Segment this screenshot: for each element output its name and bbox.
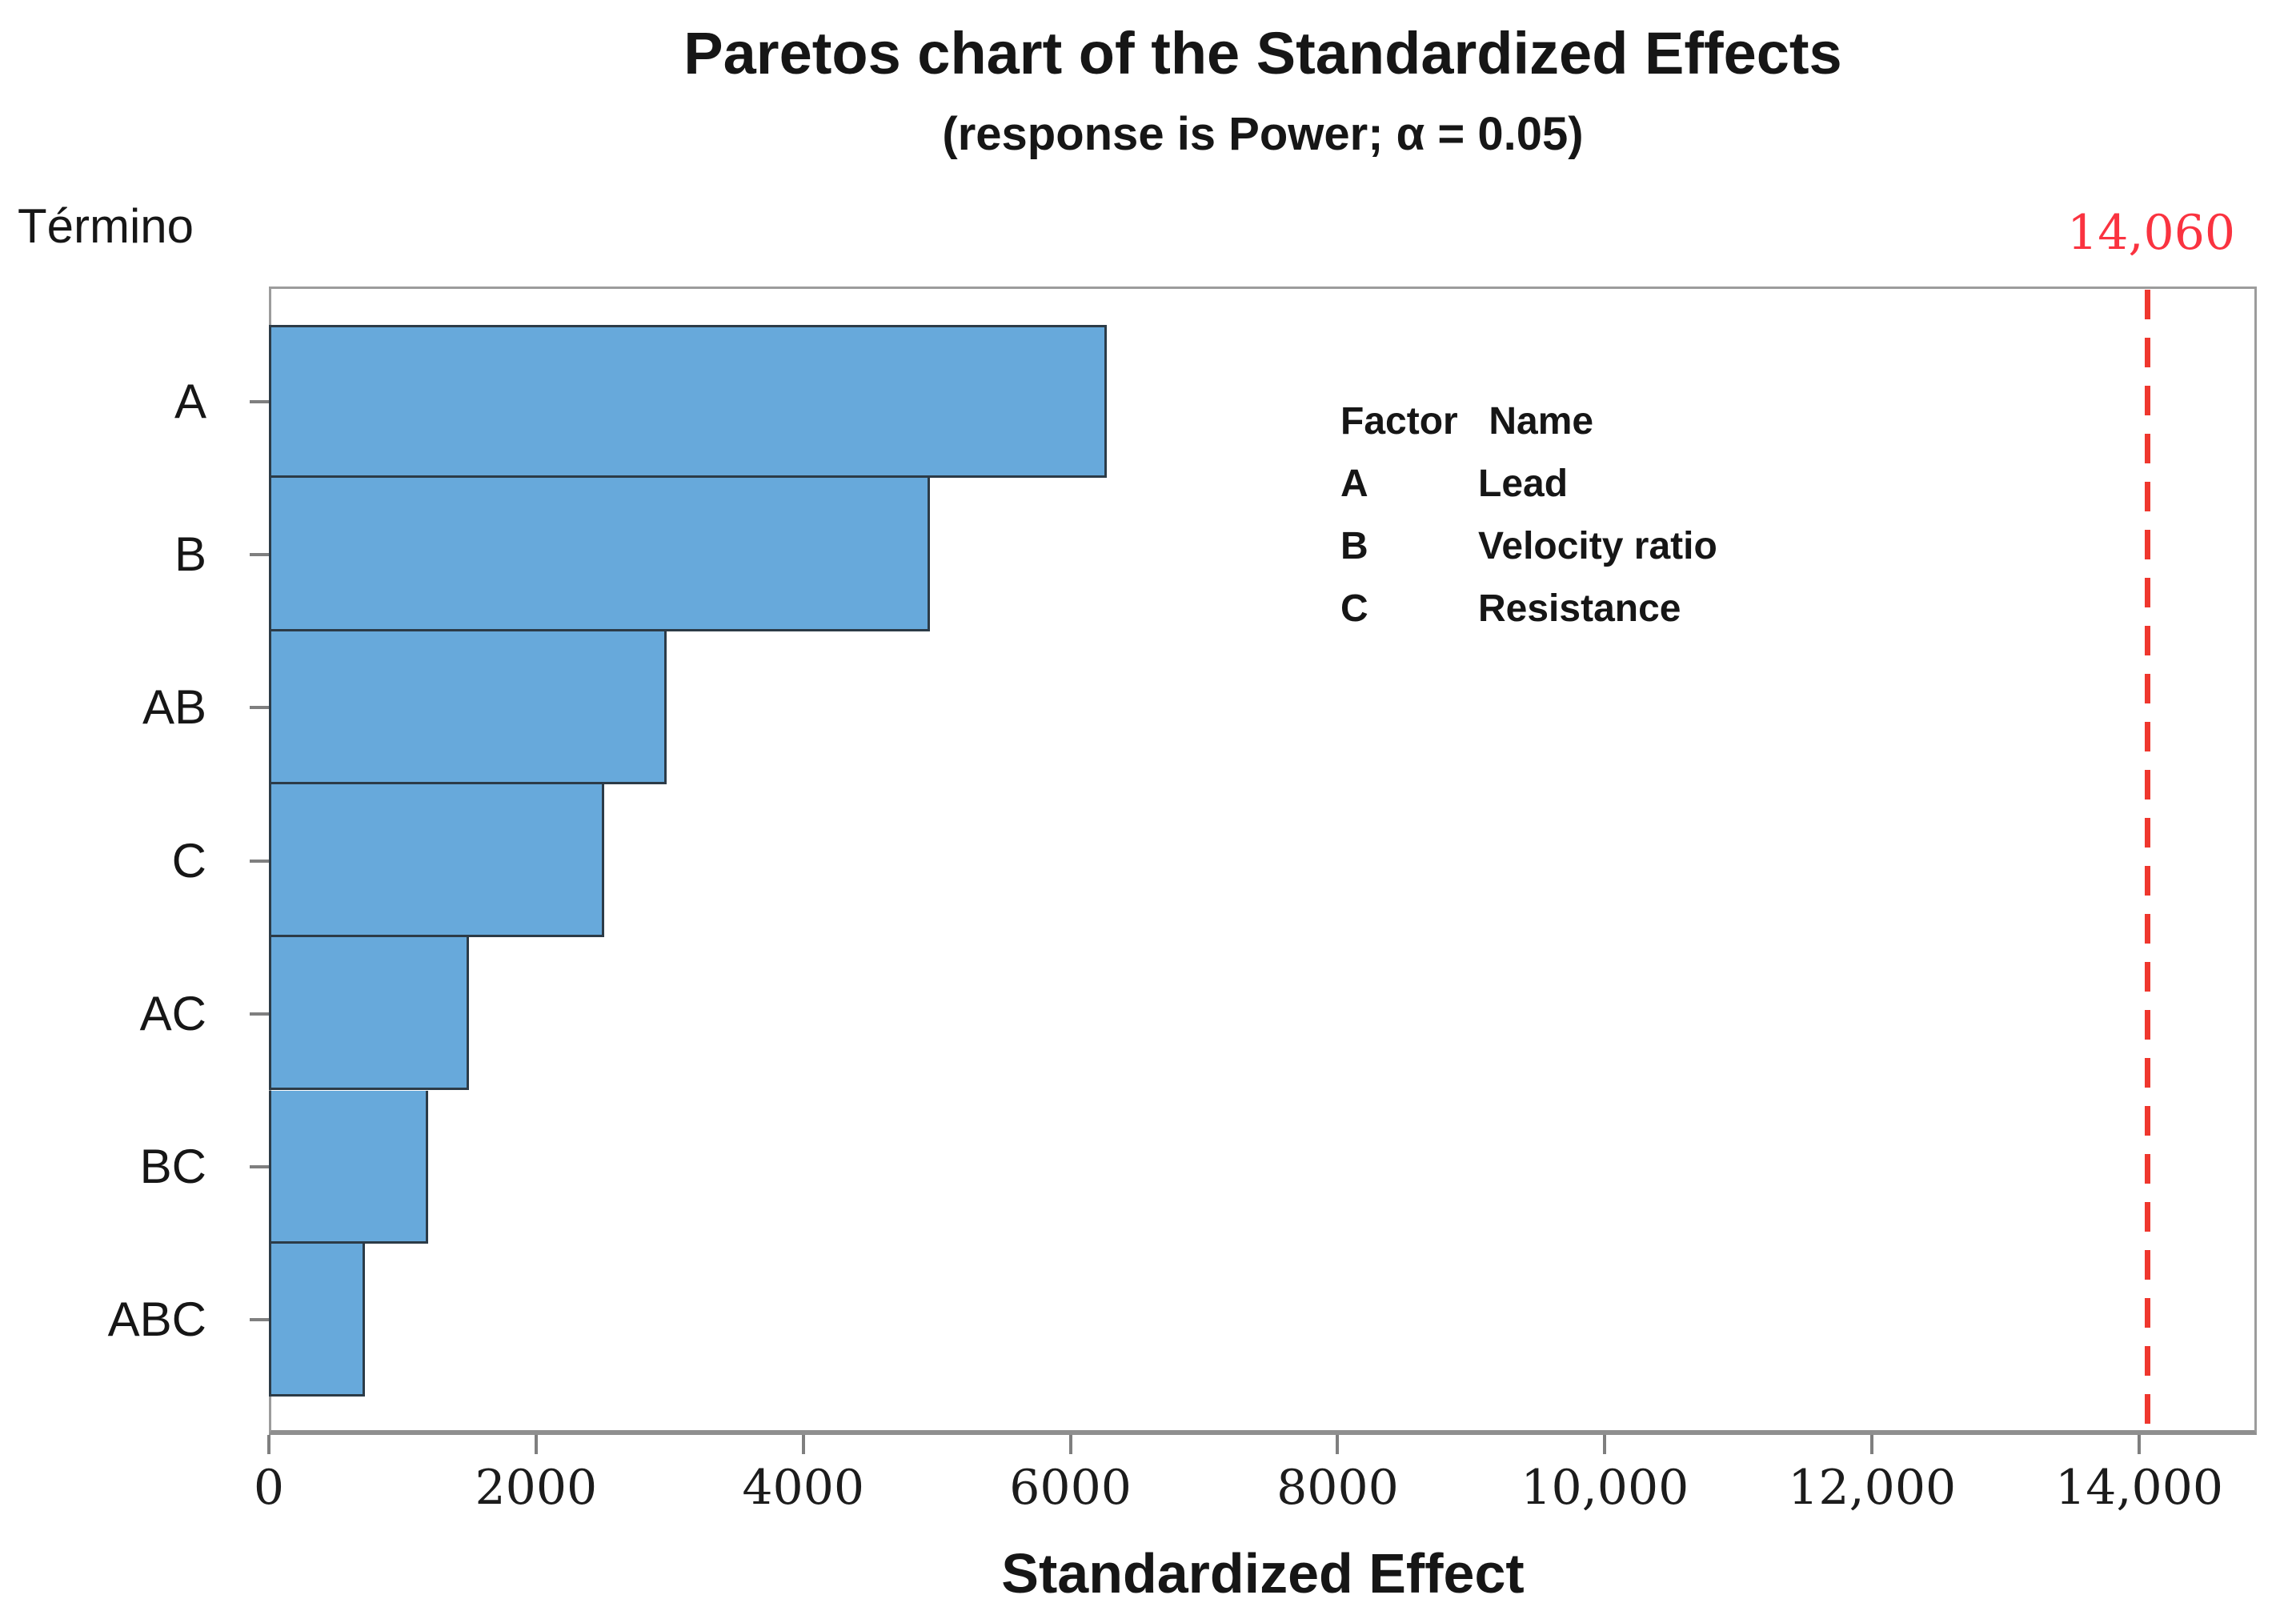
y-tick <box>250 399 269 403</box>
legend-row: A Lead <box>1340 453 1717 515</box>
y-tick-label: C <box>171 833 206 888</box>
y-tick <box>250 859 269 863</box>
x-tick-label: 2000 <box>475 1460 598 1516</box>
x-tick-label: 4000 <box>742 1460 865 1516</box>
x-tick <box>1336 1435 1340 1454</box>
legend-name-cell: Lead <box>1478 463 1569 505</box>
pareto-bar-ac <box>269 937 470 1091</box>
legend: Factor Name A Lead B Velocity ratio C Resista… <box>1340 391 1717 640</box>
y-tick <box>250 1012 269 1016</box>
y-tick <box>250 1165 269 1169</box>
pareto-bar-abc <box>269 1243 366 1397</box>
legend-rows: A Lead B Velocity ratio C Resistance <box>1340 453 1717 640</box>
y-tick <box>250 552 269 556</box>
x-tick-label: 10,000 <box>1521 1460 1689 1516</box>
legend-factor-cell: A <box>1340 463 1368 505</box>
x-tick-label: 0 <box>253 1460 285 1516</box>
x-tick <box>1068 1435 1072 1454</box>
x-tick-label: 12,000 <box>1788 1460 1957 1516</box>
y-axis-title: Término <box>18 199 194 253</box>
y-tick-label: BC <box>139 1140 206 1194</box>
legend-header-row: Factor Name <box>1340 391 1717 453</box>
x-tick <box>801 1435 805 1454</box>
pareto-bar-b <box>269 478 931 631</box>
x-tick <box>2138 1435 2142 1454</box>
pareto-bar-a <box>269 325 1107 479</box>
y-tick <box>250 706 269 710</box>
y-tick-label: AC <box>139 986 206 1040</box>
pareto-bar-bc <box>269 1090 428 1244</box>
x-tick <box>1603 1435 1607 1454</box>
y-tick <box>250 1318 269 1322</box>
y-tick-label: B <box>174 527 206 581</box>
legend-name-cell: Velocity ratio <box>1478 525 1717 567</box>
x-tick-label: 14,000 <box>2055 1460 2224 1516</box>
y-tick-label: A <box>174 374 206 428</box>
y-tick-label: ABC <box>107 1292 206 1347</box>
x-tick <box>267 1435 270 1454</box>
chart-title: Paretos chart of the Standardized Effect… <box>683 20 1842 86</box>
pareto-bar-c <box>269 783 604 938</box>
legend-header-name: Name <box>1489 400 1594 443</box>
x-tick-label: 8000 <box>1276 1460 1399 1516</box>
x-tick <box>1870 1435 1874 1454</box>
legend-row: C Resistance <box>1340 578 1717 640</box>
reference-line-label: 14,060 <box>2067 205 2236 261</box>
x-tick <box>534 1435 538 1454</box>
x-axis-title: Standardized Effect <box>1001 1542 1525 1605</box>
legend-header-factor: Factor <box>1340 400 1458 443</box>
x-tick-label: 6000 <box>1009 1460 1132 1516</box>
y-tick-label: AB <box>142 680 206 735</box>
chart-subtitle: (response is Power; α = 0.05) <box>942 108 1584 160</box>
pareto-bar-ab <box>269 631 667 784</box>
legend-factor-cell: C <box>1340 587 1368 630</box>
reference-line <box>2144 290 2150 1429</box>
legend-factor-cell: B <box>1340 525 1368 567</box>
legend-name-cell: Resistance <box>1478 587 1681 630</box>
legend-row: B Velocity ratio <box>1340 515 1717 578</box>
